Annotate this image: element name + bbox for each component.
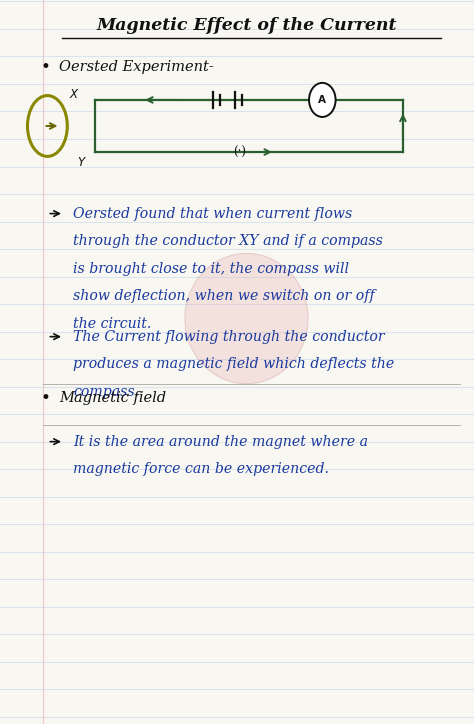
Text: Oersted found that when current flows: Oersted found that when current flows — [73, 206, 353, 221]
Text: (·): (·) — [233, 146, 246, 159]
Text: Magnetic Effect of the Current: Magnetic Effect of the Current — [96, 17, 397, 34]
Text: through the conductor XY and if a compass: through the conductor XY and if a compas… — [73, 234, 383, 248]
Text: •: • — [40, 58, 50, 75]
Text: produces a magnetic field which deflects the: produces a magnetic field which deflects… — [73, 357, 395, 371]
Text: compass.: compass. — [73, 384, 140, 399]
Text: The Current flowing through the conductor: The Current flowing through the conducto… — [73, 329, 385, 344]
Text: Oersted Experiment-: Oersted Experiment- — [59, 59, 214, 74]
Text: the circuit.: the circuit. — [73, 316, 152, 331]
Text: A: A — [319, 95, 326, 105]
Text: X: X — [70, 88, 77, 101]
Text: show deflection, when we switch on or off: show deflection, when we switch on or of… — [73, 289, 375, 303]
Ellipse shape — [309, 83, 336, 117]
Text: is brought close to it, the compass will: is brought close to it, the compass will — [73, 261, 349, 276]
Text: Y: Y — [77, 156, 84, 169]
Ellipse shape — [185, 253, 308, 384]
Text: •: • — [40, 390, 50, 407]
Text: It is the area around the magnet where a: It is the area around the magnet where a — [73, 434, 368, 449]
Text: magnetic force can be experienced.: magnetic force can be experienced. — [73, 462, 329, 476]
Text: Magnetic field: Magnetic field — [59, 391, 166, 405]
